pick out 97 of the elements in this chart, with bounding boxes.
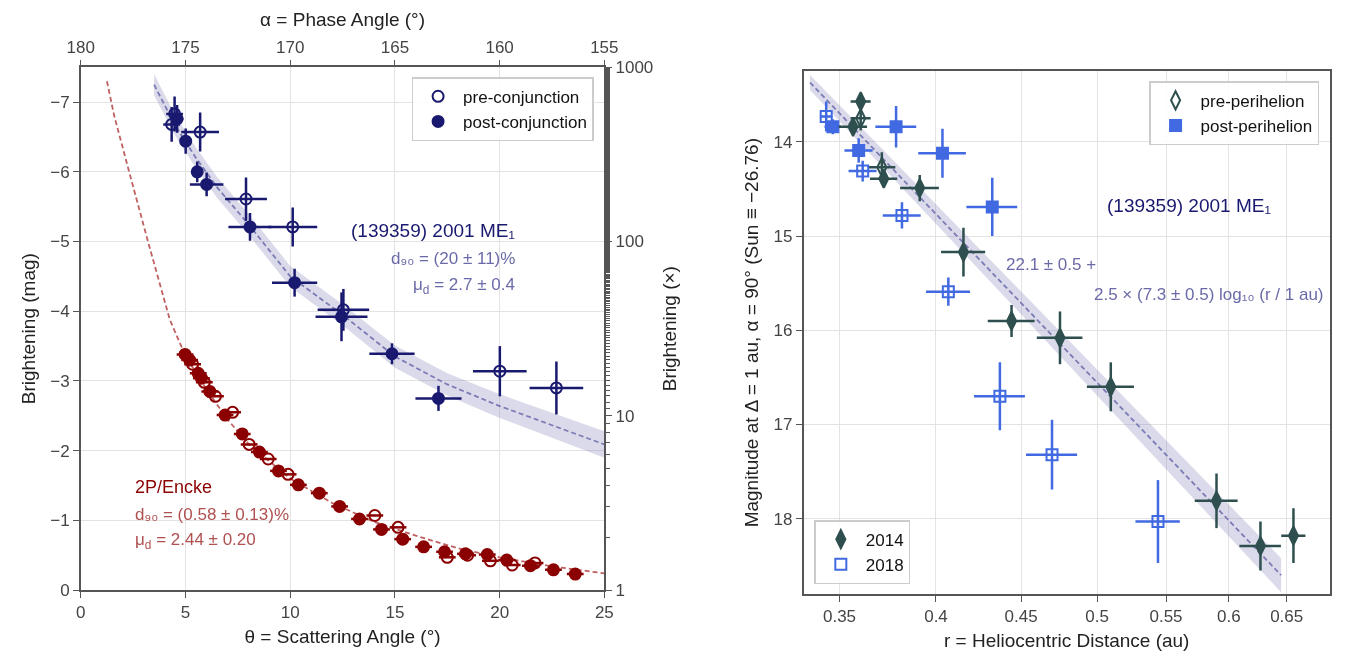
annotation: 22.1 ± 0.5 + (1006, 255, 1097, 274)
y-tick-label: −3 (50, 371, 70, 391)
point (396, 532, 410, 546)
x2-tick-label: 165 (380, 37, 410, 57)
point (271, 464, 285, 478)
y-tick-label: 14 (773, 132, 793, 152)
legend-label: pre-conjunction (463, 87, 580, 107)
y2-axis-title: Brightening (×) (658, 266, 680, 392)
y-tick-label: 18 (773, 509, 793, 529)
y-tick-label: −6 (50, 162, 70, 182)
point (203, 384, 217, 398)
point (483, 554, 497, 568)
x2-tick-label: 180 (66, 37, 95, 57)
y-tick-label: −2 (50, 441, 70, 461)
point (252, 445, 266, 459)
point (417, 540, 431, 554)
x-tick-label: 0.45 (1004, 607, 1038, 627)
x-tick-label: 20 (490, 603, 510, 623)
point (431, 391, 445, 405)
point (493, 364, 507, 378)
point (286, 220, 300, 234)
legend-label: post-conjunction (463, 113, 587, 133)
x-tick-label: 0.35 (822, 607, 857, 627)
x-tick-label: 0.65 (1270, 607, 1304, 627)
x-axis-title: θ = Scattering Angle (°) (244, 625, 441, 647)
point (183, 353, 197, 367)
point (288, 276, 302, 290)
point (208, 389, 222, 403)
y-tick-label: 0 (60, 581, 70, 601)
point (235, 427, 249, 441)
x-tick-label: 15 (385, 603, 405, 623)
point (568, 567, 582, 581)
y-tick-label: −5 (50, 232, 70, 252)
annotation: (139359) 2001 ME₁ (351, 220, 515, 241)
annotation: d₉₀ = (0.58 ± 0.13)% (135, 505, 290, 524)
line-series (106, 80, 605, 575)
x-tick-label: 0.5 (1085, 607, 1109, 627)
annotation: (139359) 2001 ME₁ (1107, 195, 1271, 216)
y-axis-title: Brightening (mag) (17, 253, 39, 405)
annotation: d₉₀ = (20 ± 11)% (391, 249, 516, 268)
y2-tick-label: 100 (615, 232, 644, 252)
y2-tick-label: 1000 (615, 58, 654, 78)
x2-tick-label: 160 (485, 37, 514, 57)
annotation: μ$_{d}$ = 2.7 ± 0.4 (413, 275, 515, 297)
point (194, 371, 208, 385)
y-axis-title: Magnitude at Δ = 1 au, α = 90° (Sun ≡ −26.76) (740, 137, 762, 528)
point (523, 559, 537, 573)
point (281, 467, 295, 481)
y2-tick-label: 1 (615, 581, 625, 601)
legend-label: 2014 (865, 530, 904, 550)
point (242, 437, 256, 451)
y-tick-label: −1 (50, 511, 70, 531)
annotation: μ$_{d}$ = 2.44 ± 0.20 (135, 530, 256, 552)
x2-axis-title: α = Phase Angle (°) (260, 9, 425, 31)
y-tick-label: −7 (50, 93, 70, 113)
point (336, 303, 350, 317)
legend-label: post-perihelion (1200, 117, 1313, 137)
point (243, 220, 257, 234)
x2-tick-label: 175 (171, 37, 200, 57)
legend-label: pre-perihelion (1200, 91, 1305, 111)
x2-tick-label: 155 (590, 37, 619, 57)
legend-label: 2018 (865, 555, 904, 575)
annotation: 2.5 × (7.3 ± 0.5) log₁₀ (r / 1 au) (1094, 285, 1324, 304)
point (200, 177, 214, 191)
y-tick-label: 15 (773, 227, 793, 247)
x-tick-label: 5 (180, 603, 191, 623)
point (546, 563, 560, 577)
x2-tick-label: 170 (276, 37, 305, 57)
x-axis-title: r = Heliocentric Distance (au) (943, 629, 1190, 651)
point (218, 408, 232, 422)
point (193, 125, 207, 139)
point (226, 405, 240, 419)
point (312, 486, 326, 500)
point (333, 499, 347, 513)
point (385, 347, 399, 361)
x-tick-label: 0.6 (1217, 607, 1241, 627)
point (190, 165, 204, 179)
x-tick-label: 10 (280, 603, 300, 623)
y2-tick-label: 10 (615, 406, 635, 426)
y-tick-label: 17 (773, 415, 793, 435)
x-tick-label: 0.55 (1149, 607, 1183, 627)
y-tick-label: 16 (773, 321, 793, 341)
point (239, 192, 253, 206)
x-tick-label: 0.4 (924, 607, 948, 627)
annotation: 2P/Encke (135, 477, 213, 497)
point (353, 512, 367, 526)
point (261, 452, 275, 466)
x-tick-label: 25 (594, 603, 614, 623)
point (375, 522, 389, 536)
point (528, 556, 542, 570)
point (549, 381, 563, 395)
point (335, 310, 349, 324)
x-tick-label: 0 (76, 603, 86, 623)
point (291, 478, 305, 492)
point (179, 134, 193, 148)
point (438, 545, 452, 559)
y-tick-label: −4 (50, 302, 70, 322)
